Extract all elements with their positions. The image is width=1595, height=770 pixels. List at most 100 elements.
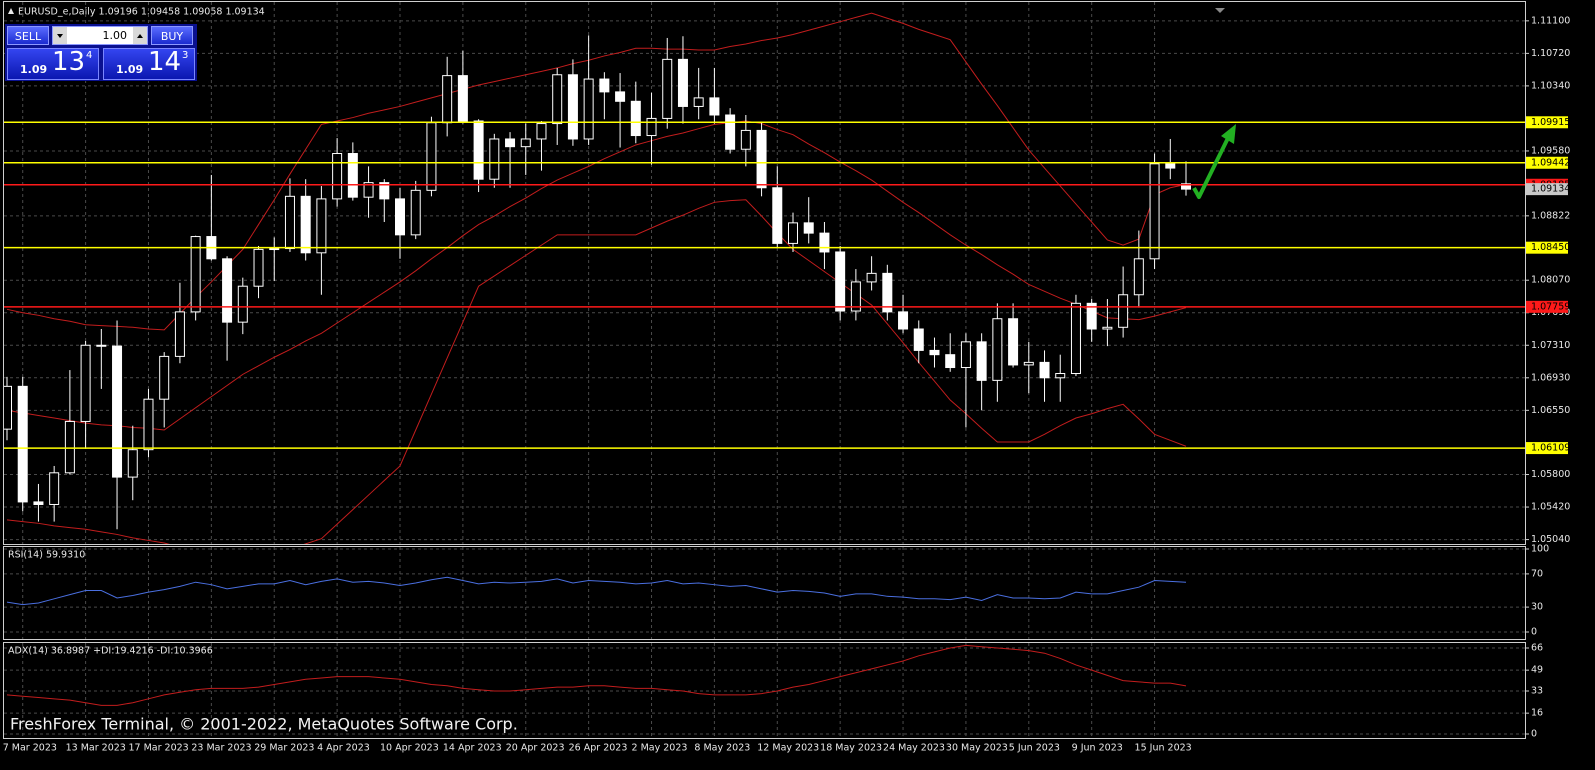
bollinger-upper — [6, 12, 1187, 331]
y-tick-label: 1.05800 — [1531, 469, 1570, 480]
candle-body — [33, 501, 44, 505]
candle-body — [788, 222, 798, 244]
bid-big: 1.09 — [20, 63, 48, 76]
candle-body — [457, 75, 468, 122]
y-tick-label: 49 — [1531, 665, 1543, 676]
candle-body — [80, 344, 91, 422]
level-label: 1.07759 — [1531, 301, 1570, 312]
y-tick-label: 33 — [1531, 686, 1543, 697]
y-tick-label: 100 — [1531, 544, 1549, 555]
level-label-bg — [1526, 300, 1568, 313]
price-axis: 0 30 70 100 — [1525, 544, 1549, 638]
candle-body — [253, 248, 264, 287]
up-icon — [137, 34, 143, 38]
candle-body — [426, 122, 437, 191]
bollinger-lower — [6, 199, 1187, 544]
shift-marker[interactable] — [1215, 8, 1225, 13]
watermark: FreshForex Terminal, © 2001-2022, MetaQu… — [10, 715, 518, 734]
candle-body — [49, 472, 60, 505]
candle-body — [756, 129, 767, 189]
green-arrow-head — [1221, 124, 1236, 144]
pane — [4, 2, 1525, 544]
candle-body — [4, 385, 12, 430]
chart-header: EURUSD_e,Daily 1.09196 1.09458 1.09058 1… — [18, 7, 265, 18]
candle-body — [520, 138, 531, 148]
candle-body — [284, 195, 295, 250]
candle-body — [1133, 258, 1144, 296]
indicator-line — [6, 576, 1187, 606]
y-tick-label: 1.11100 — [1531, 15, 1570, 26]
bid-label: 1.09134 — [1531, 184, 1570, 195]
x-tick-label: 7 Mar 2023 — [3, 743, 57, 754]
y-tick-label: 1.08822 — [1531, 210, 1570, 221]
candle-body — [1023, 361, 1034, 366]
y-tick-label: 16 — [1531, 708, 1543, 719]
candle-body — [1055, 373, 1066, 379]
level-label: 1.06109 — [1531, 443, 1570, 454]
candle-body — [332, 153, 343, 200]
y-tick-label: 1.10340 — [1531, 80, 1570, 91]
candle-body — [630, 100, 641, 137]
candle-body — [567, 74, 578, 140]
x-tick-label: 12 May 2023 — [757, 743, 819, 754]
y-tick-label: 1.06930 — [1531, 372, 1570, 383]
buy-button[interactable]: BUY — [151, 26, 193, 45]
one-click-trading-panel: SELL 1.00 BUY 1.09 13 4 1.09 14 3 — [5, 24, 197, 81]
x-tick-label: 2 May 2023 — [632, 743, 688, 754]
candle-body — [693, 97, 704, 107]
candle-body — [772, 187, 783, 244]
candle-body — [1118, 294, 1129, 328]
candle-body — [1102, 326, 1113, 330]
candle-body — [64, 420, 75, 474]
candle-body — [363, 182, 374, 198]
level-label-bg — [1526, 442, 1568, 455]
candle-body — [112, 345, 123, 478]
ask-price[interactable]: 1.09 14 3 — [103, 47, 195, 80]
candle-body — [473, 120, 484, 180]
bid-pip: 4 — [86, 50, 93, 61]
bid-price[interactable]: 1.09 13 4 — [7, 47, 99, 80]
x-tick-label: 10 Apr 2023 — [380, 743, 439, 754]
candle-body — [725, 114, 736, 150]
candle-body — [96, 344, 107, 347]
candle-body — [615, 91, 626, 102]
candle-body — [599, 78, 610, 93]
sell-button[interactable]: SELL — [7, 26, 49, 45]
candle-body — [819, 232, 830, 253]
candle-body — [803, 222, 814, 234]
candle-body — [960, 341, 971, 369]
x-tick-label: 20 Apr 2023 — [506, 743, 565, 754]
candle-body — [552, 74, 563, 125]
candle-body — [505, 138, 516, 148]
y-tick-label: 1.07310 — [1531, 340, 1570, 351]
x-tick-label: 18 May 2023 — [820, 743, 882, 754]
y-tick-label: 0 — [1531, 729, 1537, 740]
x-tick-label: 5 Jun 2023 — [1009, 743, 1060, 754]
candle-body — [835, 251, 846, 312]
collapse-icon[interactable] — [8, 8, 14, 14]
candle-body — [913, 328, 924, 351]
level-label-bg — [1526, 116, 1568, 129]
x-tick-label: 4 Apr 2023 — [317, 743, 370, 754]
down-icon — [57, 34, 63, 38]
annotations: FreshForex Terminal, © 2001-2022, MetaQu… — [10, 124, 1236, 734]
candle-body — [1181, 183, 1191, 190]
candle-body — [410, 189, 421, 236]
candle-body — [1070, 302, 1081, 375]
candle-body — [222, 258, 233, 323]
rsi-frame — [3, 546, 1526, 640]
volume-input[interactable]: 1.00 — [102, 29, 128, 42]
x-tick-label: 23 Mar 2023 — [191, 743, 251, 754]
main-frame — [3, 1, 1526, 545]
volume-up[interactable] — [133, 27, 147, 44]
candle-body — [347, 153, 358, 198]
volume-down[interactable] — [53, 27, 67, 44]
green-arrow — [1192, 135, 1231, 199]
indicator-line — [6, 644, 1187, 706]
y-tick-label: 30 — [1531, 602, 1543, 613]
candle-body — [662, 58, 673, 119]
x-tick-label: 14 Apr 2023 — [443, 743, 502, 754]
x-tick-label: 30 May 2023 — [946, 743, 1008, 754]
